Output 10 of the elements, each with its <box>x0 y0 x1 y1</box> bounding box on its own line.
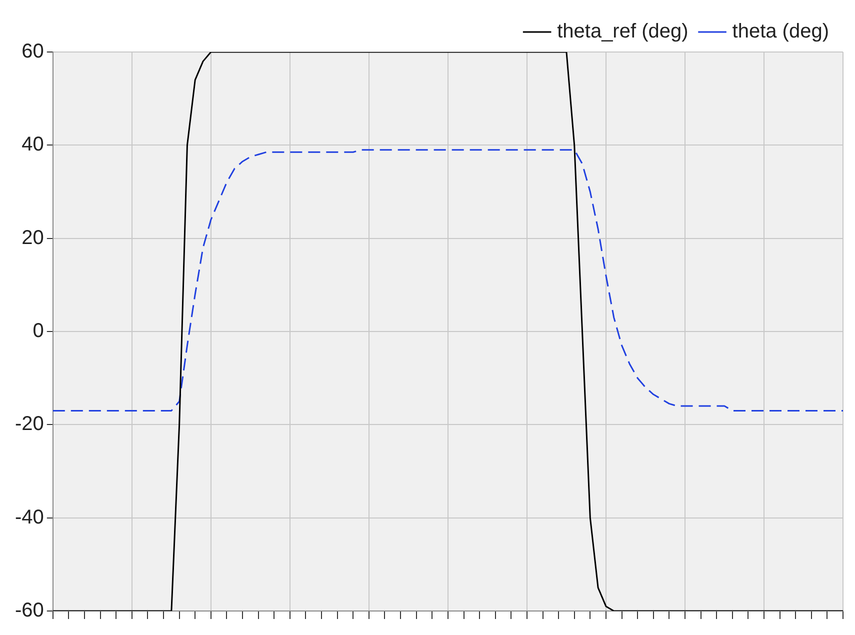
legend-label: theta_ref (deg) <box>557 20 688 43</box>
line-series <box>52 149 844 412</box>
y-tick-label: -60 <box>15 600 44 622</box>
legend-label: theta (deg) <box>732 20 830 43</box>
y-tick-label: 40 <box>22 134 44 156</box>
y-tick-label: 60 <box>22 40 44 63</box>
y-tick-label: -40 <box>15 506 44 528</box>
y-tick-label: -20 <box>15 413 44 436</box>
y-tick-label: 0 <box>32 320 44 342</box>
y-tick-label: 20 <box>22 226 44 249</box>
